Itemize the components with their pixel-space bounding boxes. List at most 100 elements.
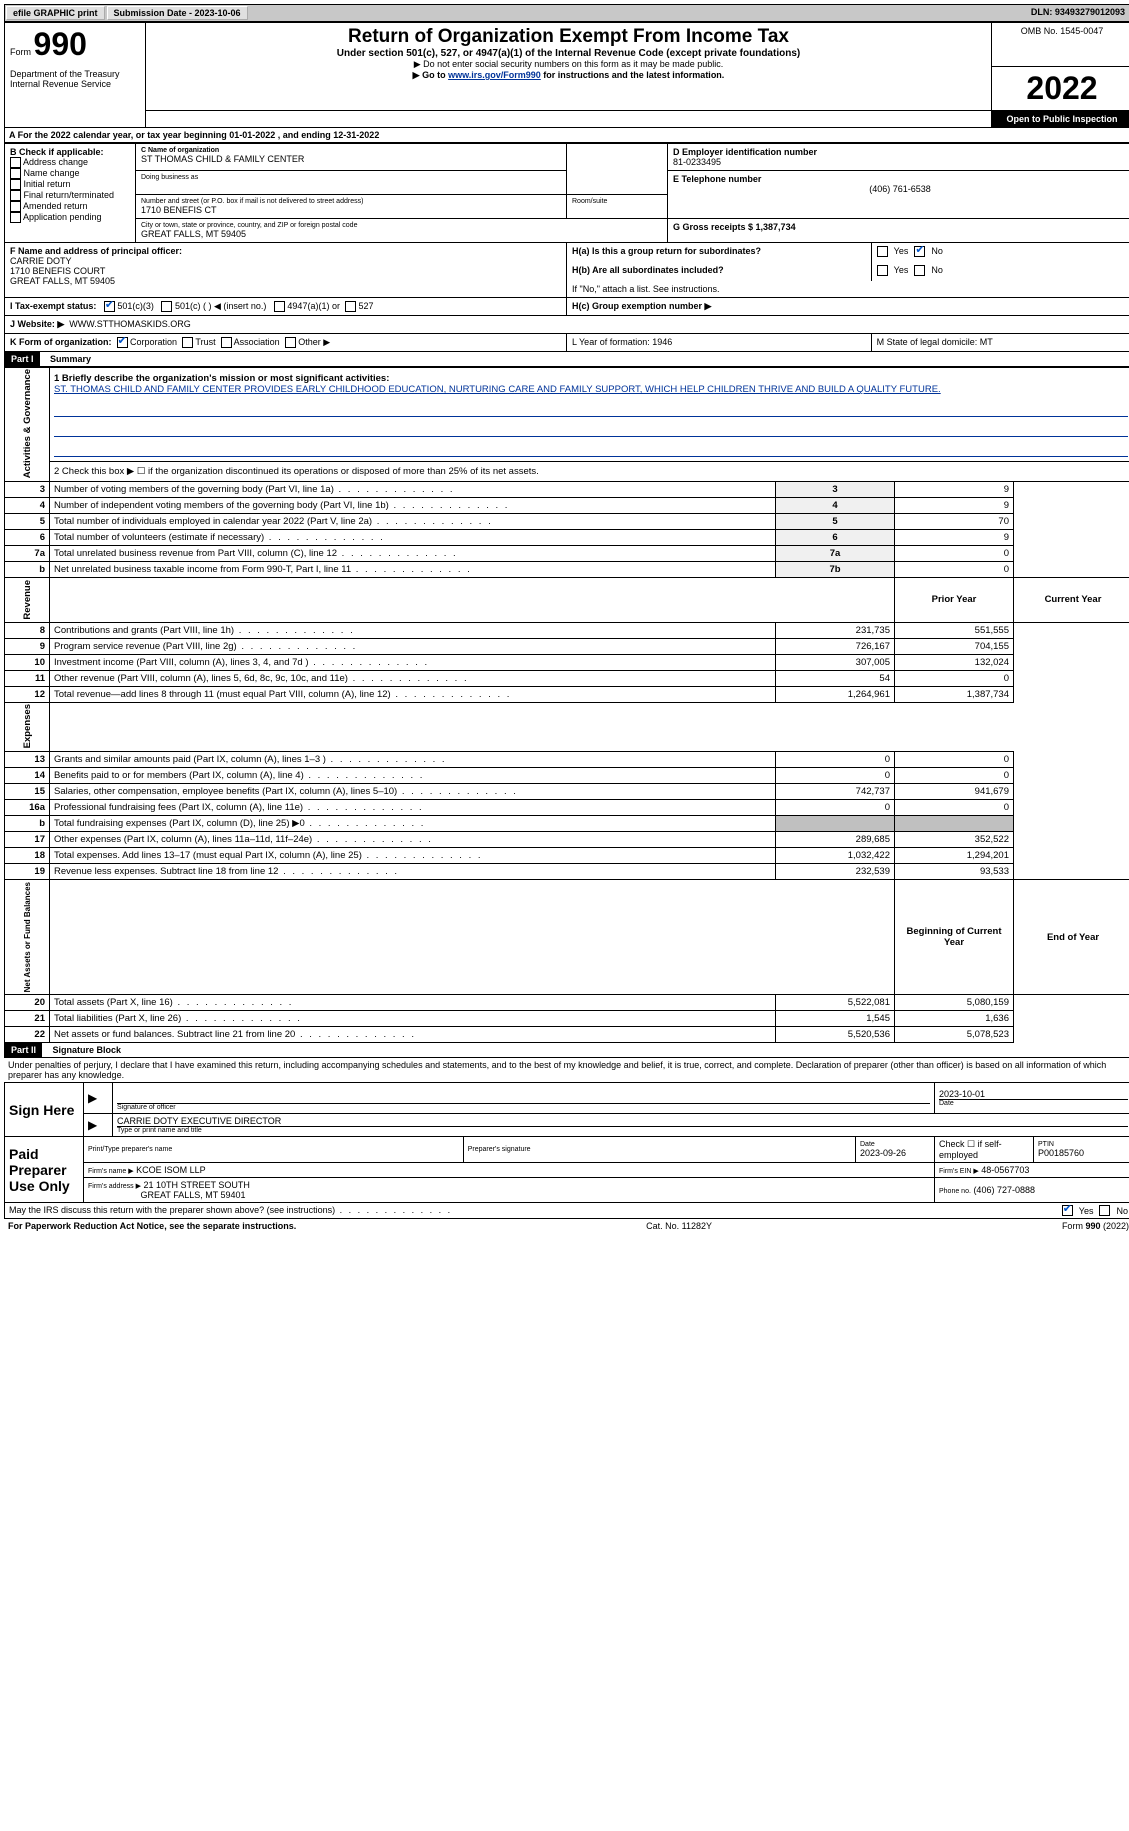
firm-phone: (406) 727-0888 xyxy=(973,1185,1035,1195)
data-row: 21Total liabilities (Part X, line 26)1,5… xyxy=(5,1011,1129,1027)
officer-city: GREAT FALLS, MT 59405 xyxy=(10,276,561,286)
k-assoc-check[interactable] xyxy=(221,337,232,348)
ha-yesno[interactable]: Yes No xyxy=(877,246,943,257)
form-number: 990 xyxy=(34,26,87,62)
k-label: K Form of organization: xyxy=(10,337,112,347)
officer-street: 1710 BENEFIS COURT xyxy=(10,266,561,276)
ptin-label: PTIN xyxy=(1038,1141,1128,1148)
efile-print-button[interactable]: efile GRAPHIC print xyxy=(6,6,105,20)
current-year-header: Current Year xyxy=(1014,578,1129,623)
ein-value: 81-0233495 xyxy=(673,157,1127,167)
gov-row: 3Number of voting members of the governi… xyxy=(5,482,1129,498)
arrow-icon-2: ▶ xyxy=(88,1118,97,1132)
prep-date: 2023-09-26 xyxy=(860,1148,930,1158)
room-label: Room/suite xyxy=(572,198,662,205)
discuss-yesno[interactable]: Yes No xyxy=(1062,1205,1128,1216)
hc-label: H(c) Group exemption number ▶ xyxy=(572,301,711,311)
data-row: 9Program service revenue (Part VIII, lin… xyxy=(5,638,1129,654)
instr-1: ▶ Do not enter social security numbers o… xyxy=(151,59,986,70)
data-row: 20Total assets (Part X, line 16)5,522,08… xyxy=(5,995,1129,1011)
data-row: 17Other expenses (Part IX, column (A), l… xyxy=(5,832,1129,848)
501c3-check[interactable] xyxy=(104,301,115,312)
city-label: City or town, state or province, country… xyxy=(141,222,662,229)
omb-number: OMB No. 1545-0047 xyxy=(992,23,1129,67)
cat-no: Cat. No. 11282Y xyxy=(646,1221,712,1231)
527-check[interactable] xyxy=(345,301,356,312)
hb-yesno[interactable]: Yes No xyxy=(877,265,943,276)
k-corp-check[interactable] xyxy=(117,337,128,348)
prep-date-label: Date xyxy=(860,1141,930,1148)
open-public: Open to Public Inspection xyxy=(992,110,1129,127)
firm-addr1: 21 10TH STREET SOUTH xyxy=(144,1180,250,1190)
data-row: 8Contributions and grants (Part VIII, li… xyxy=(5,622,1129,638)
firm-addr-label: Firm's address ▶ xyxy=(88,1183,141,1190)
k-trust-check[interactable] xyxy=(182,337,193,348)
e-label: E Telephone number xyxy=(673,174,1127,184)
501c-check[interactable] xyxy=(161,301,172,312)
line-a: A For the 2022 calendar year, or tax yea… xyxy=(4,128,1129,143)
ha-label: H(a) Is this a group return for subordin… xyxy=(572,246,761,256)
entity-block: B Check if applicable: Address change Na… xyxy=(4,143,1129,352)
data-row: 14Benefits paid to or for members (Part … xyxy=(5,768,1129,784)
street-label: Number and street (or P.O. box if mail i… xyxy=(141,198,561,205)
data-row: 19Revenue less expenses. Subtract line 1… xyxy=(5,864,1129,880)
part1-title: Summary xyxy=(42,354,91,364)
penalties-text: Under penalties of perjury, I declare th… xyxy=(4,1058,1129,1082)
b-checkbox-item[interactable]: Initial return xyxy=(10,179,130,190)
typed-label: Type or print name and title xyxy=(117,1127,1128,1134)
k-other-check[interactable] xyxy=(285,337,296,348)
form-header: Form 990 Return of Organization Exempt F… xyxy=(4,22,1129,128)
b-checkbox-item[interactable]: Final return/terminated xyxy=(10,190,130,201)
sig-date-label: Date xyxy=(939,1100,1128,1107)
data-row: 18Total expenses. Add lines 13–17 (must … xyxy=(5,848,1129,864)
b-checkbox-item[interactable]: Address change xyxy=(10,157,130,168)
data-row: 13Grants and similar amounts paid (Part … xyxy=(5,752,1129,768)
officer-name: CARRIE DOTY xyxy=(10,256,561,266)
gov-row: 7aTotal unrelated business revenue from … xyxy=(5,546,1129,562)
data-row: 16aProfessional fundraising fees (Part I… xyxy=(5,800,1129,816)
dln-label: DLN: 93493279012093 xyxy=(1025,5,1129,21)
begin-year-header: Beginning of Current Year xyxy=(895,880,1014,995)
part2-title: Signature Block xyxy=(45,1045,122,1055)
ptin-value: P00185760 xyxy=(1038,1148,1128,1158)
sig-date: 2023-10-01 xyxy=(939,1089,1128,1100)
c-label: C Name of organization xyxy=(141,147,561,154)
data-row: 11Other revenue (Part VIII, column (A), … xyxy=(5,670,1129,686)
submission-date: Submission Date - 2023-10-06 xyxy=(107,6,248,20)
b-checkbox-item[interactable]: Application pending xyxy=(10,212,130,223)
m-state: M State of legal domicile: MT xyxy=(871,333,1129,351)
netassets-label: Net Assets or Fund Balances xyxy=(5,880,50,995)
b-checkbox-item[interactable]: Amended return xyxy=(10,201,130,212)
sig-officer-label: Signature of officer xyxy=(117,1104,930,1111)
dept-treasury: Department of the Treasury Internal Reve… xyxy=(5,66,146,127)
hb-label: H(b) Are all subordinates included? xyxy=(572,265,724,275)
signature-table: Sign Here ▶ Signature of officer 2023-10… xyxy=(4,1082,1129,1203)
4947-check[interactable] xyxy=(274,301,285,312)
j-label: J Website: ▶ xyxy=(10,319,64,329)
dba-value xyxy=(141,181,561,191)
arrow-icon: ▶ xyxy=(88,1091,97,1105)
firm-name: KCOE ISOM LLP xyxy=(136,1165,206,1175)
activities-label: Activities & Governance xyxy=(5,367,50,481)
b-checkbox-item[interactable]: Name change xyxy=(10,168,130,179)
gov-row: 4Number of independent voting members of… xyxy=(5,498,1129,514)
org-name: ST THOMAS CHILD & FAMILY CENTER xyxy=(141,154,561,164)
irs-link[interactable]: www.irs.gov/Form990 xyxy=(448,70,541,80)
part1-header: Part I xyxy=(5,352,40,366)
website-value[interactable]: WWW.STTHOMASKIDS.ORG xyxy=(69,319,191,329)
prior-year-header: Prior Year xyxy=(895,578,1014,623)
f-label: F Name and address of principal officer: xyxy=(10,246,561,256)
data-row: bTotal fundraising expenses (Part IX, co… xyxy=(5,816,1129,832)
end-year-header: End of Year xyxy=(1014,880,1129,995)
firm-ein: 48-0567703 xyxy=(981,1165,1029,1175)
form-title: Return of Organization Exempt From Incom… xyxy=(151,26,986,48)
mission-text: ST. THOMAS CHILD AND FAMILY CENTER PROVI… xyxy=(54,384,941,395)
check-self[interactable]: Check ☐ if self-employed xyxy=(935,1137,1034,1163)
part2-header: Part II xyxy=(5,1043,42,1057)
typed-name: CARRIE DOTY EXECUTIVE DIRECTOR xyxy=(117,1116,1128,1127)
tax-year: 2022 xyxy=(992,66,1129,110)
data-row: 22Net assets or fund balances. Subtract … xyxy=(5,1027,1129,1043)
line1-label: 1 Briefly describe the organization's mi… xyxy=(54,373,389,384)
discuss-text: May the IRS discuss this return with the… xyxy=(9,1205,452,1216)
d-label: D Employer identification number xyxy=(673,147,1127,157)
